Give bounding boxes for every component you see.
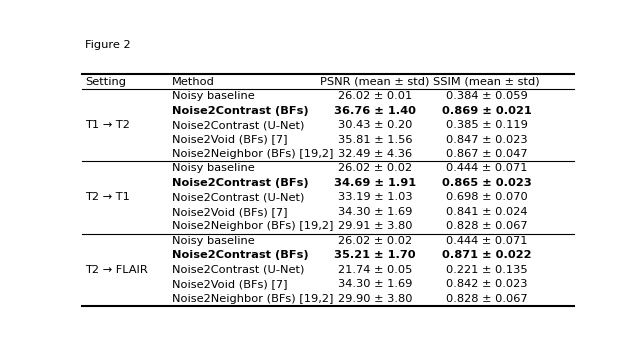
Text: Method: Method	[172, 77, 214, 86]
Text: 0.698 ± 0.070: 0.698 ± 0.070	[446, 193, 527, 202]
Text: Noise2Neighbor (BFs) [19,2]: Noise2Neighbor (BFs) [19,2]	[172, 222, 333, 231]
Text: Noisy baseline: Noisy baseline	[172, 91, 255, 101]
Text: 0.867 ± 0.047: 0.867 ± 0.047	[446, 149, 527, 159]
Text: Noise2Contrast (BFs): Noise2Contrast (BFs)	[172, 250, 308, 260]
Text: 21.74 ± 0.05: 21.74 ± 0.05	[338, 265, 412, 275]
Text: T2 → FLAIR: T2 → FLAIR	[85, 265, 148, 275]
Text: T1 → T2: T1 → T2	[85, 120, 130, 130]
Text: Noise2Neighbor (BFs) [19,2]: Noise2Neighbor (BFs) [19,2]	[172, 149, 333, 159]
Text: Noise2Contrast (U-Net): Noise2Contrast (U-Net)	[172, 193, 304, 202]
Text: 35.81 ± 1.56: 35.81 ± 1.56	[338, 134, 412, 145]
Text: 0.828 ± 0.067: 0.828 ± 0.067	[446, 222, 527, 231]
Text: 0.444 ± 0.071: 0.444 ± 0.071	[446, 163, 527, 174]
Text: 33.19 ± 1.03: 33.19 ± 1.03	[338, 193, 412, 202]
Text: Setting: Setting	[85, 77, 126, 86]
Text: 34.69 ± 1.91: 34.69 ± 1.91	[334, 178, 416, 188]
Text: 0.221 ± 0.135: 0.221 ± 0.135	[446, 265, 527, 275]
Text: 34.30 ± 1.69: 34.30 ± 1.69	[338, 279, 412, 289]
Text: Noise2Void (BFs) [7]: Noise2Void (BFs) [7]	[172, 134, 287, 145]
Text: Noisy baseline: Noisy baseline	[172, 163, 255, 174]
Text: 0.871 ± 0.022: 0.871 ± 0.022	[442, 250, 531, 260]
Text: 35.21 ± 1.70: 35.21 ± 1.70	[334, 250, 416, 260]
Text: Noise2Contrast (U-Net): Noise2Contrast (U-Net)	[172, 265, 304, 275]
Text: Noise2Void (BFs) [7]: Noise2Void (BFs) [7]	[172, 279, 287, 289]
Text: T2 → T1: T2 → T1	[85, 193, 130, 202]
Text: 30.43 ± 0.20: 30.43 ± 0.20	[338, 120, 412, 130]
Text: 34.30 ± 1.69: 34.30 ± 1.69	[338, 207, 412, 217]
Text: 26.02 ± 0.02: 26.02 ± 0.02	[338, 236, 412, 246]
Text: 29.91 ± 3.80: 29.91 ± 3.80	[338, 222, 412, 231]
Text: 0.828 ± 0.067: 0.828 ± 0.067	[446, 294, 527, 304]
Text: Noise2Void (BFs) [7]: Noise2Void (BFs) [7]	[172, 207, 287, 217]
Text: Noise2Contrast (U-Net): Noise2Contrast (U-Net)	[172, 120, 304, 130]
Text: 0.385 ± 0.119: 0.385 ± 0.119	[446, 120, 527, 130]
Text: 0.865 ± 0.023: 0.865 ± 0.023	[442, 178, 532, 188]
Text: 0.384 ± 0.059: 0.384 ± 0.059	[446, 91, 527, 101]
Text: Figure 2: Figure 2	[85, 40, 131, 50]
Text: Noisy baseline: Noisy baseline	[172, 236, 255, 246]
Text: 29.90 ± 3.80: 29.90 ± 3.80	[338, 294, 412, 304]
Text: 0.869 ± 0.021: 0.869 ± 0.021	[442, 106, 532, 116]
Text: 0.444 ± 0.071: 0.444 ± 0.071	[446, 236, 527, 246]
Text: 26.02 ± 0.01: 26.02 ± 0.01	[338, 91, 412, 101]
Text: 0.841 ± 0.024: 0.841 ± 0.024	[446, 207, 527, 217]
Text: Noise2Contrast (BFs): Noise2Contrast (BFs)	[172, 178, 308, 188]
Text: 36.76 ± 1.40: 36.76 ± 1.40	[334, 106, 416, 116]
Text: 0.842 ± 0.023: 0.842 ± 0.023	[446, 279, 527, 289]
Text: 0.847 ± 0.023: 0.847 ± 0.023	[446, 134, 527, 145]
Text: Noise2Neighbor (BFs) [19,2]: Noise2Neighbor (BFs) [19,2]	[172, 294, 333, 304]
Text: 26.02 ± 0.02: 26.02 ± 0.02	[338, 163, 412, 174]
Text: 32.49 ± 4.36: 32.49 ± 4.36	[338, 149, 412, 159]
Text: PSNR (mean ± std): PSNR (mean ± std)	[321, 77, 430, 86]
Text: Noise2Contrast (BFs): Noise2Contrast (BFs)	[172, 106, 308, 116]
Text: SSIM (mean ± std): SSIM (mean ± std)	[433, 77, 540, 86]
